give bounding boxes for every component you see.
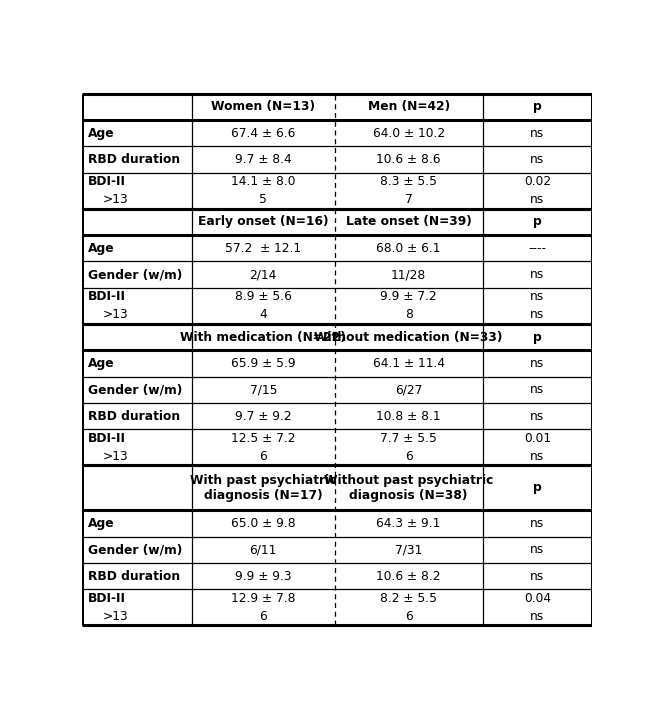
Text: ns: ns xyxy=(530,357,545,370)
Text: RBD duration: RBD duration xyxy=(88,570,180,582)
Text: ns: ns xyxy=(530,517,545,530)
Text: 0.01: 0.01 xyxy=(524,431,551,445)
Text: 8: 8 xyxy=(405,308,413,321)
Text: ns: ns xyxy=(530,127,545,140)
Text: >13: >13 xyxy=(103,308,128,321)
Text: Men (N=42): Men (N=42) xyxy=(368,100,449,113)
Text: RBD duration: RBD duration xyxy=(88,153,180,166)
Text: ns: ns xyxy=(530,570,545,582)
Text: BDI-II: BDI-II xyxy=(88,592,126,605)
Text: 12.5 ± 7.2: 12.5 ± 7.2 xyxy=(231,431,295,445)
Text: p: p xyxy=(533,100,542,113)
Text: Age: Age xyxy=(88,127,115,140)
Text: 6: 6 xyxy=(259,610,267,623)
Text: 0.02: 0.02 xyxy=(524,175,551,188)
Text: ns: ns xyxy=(530,290,545,303)
Text: 7/31: 7/31 xyxy=(395,543,422,556)
Text: BDI-II: BDI-II xyxy=(88,175,126,188)
Text: Without medication (N=33): Without medication (N=33) xyxy=(315,330,503,343)
Text: 8.2 ± 5.5: 8.2 ± 5.5 xyxy=(380,592,437,605)
Text: RBD duration: RBD duration xyxy=(88,409,180,422)
Text: 2/14: 2/14 xyxy=(249,268,277,281)
Text: 65.9 ± 5.9: 65.9 ± 5.9 xyxy=(231,357,295,370)
Text: 57.2  ± 12.1: 57.2 ± 12.1 xyxy=(225,242,301,255)
Text: 14.1 ± 8.0: 14.1 ± 8.0 xyxy=(231,175,295,188)
Text: 11/28: 11/28 xyxy=(391,268,426,281)
Text: ns: ns xyxy=(530,268,545,281)
Text: ns: ns xyxy=(530,450,545,463)
Text: ns: ns xyxy=(530,383,545,396)
Text: With past psychiatric
diagnosis (N=17): With past psychiatric diagnosis (N=17) xyxy=(190,473,336,502)
Text: ns: ns xyxy=(530,409,545,422)
Text: 64.1 ± 11.4: 64.1 ± 11.4 xyxy=(372,357,445,370)
Text: BDI-II: BDI-II xyxy=(88,290,126,303)
Text: 65.0 ± 9.8: 65.0 ± 9.8 xyxy=(231,517,295,530)
Text: 67.4 ± 6.6: 67.4 ± 6.6 xyxy=(231,127,295,140)
Text: ----: ---- xyxy=(528,242,546,255)
Text: 6: 6 xyxy=(259,450,267,463)
Text: 6: 6 xyxy=(405,450,413,463)
Text: >13: >13 xyxy=(103,610,128,623)
Text: 9.9 ± 9.3: 9.9 ± 9.3 xyxy=(235,570,291,582)
Text: 68.0 ± 6.1: 68.0 ± 6.1 xyxy=(376,242,441,255)
Text: Gender (w/m): Gender (w/m) xyxy=(88,268,183,281)
Text: 12.9 ± 7.8: 12.9 ± 7.8 xyxy=(231,592,295,605)
Text: 0.04: 0.04 xyxy=(524,592,551,605)
Text: 6: 6 xyxy=(405,610,413,623)
Text: 64.3 ± 9.1: 64.3 ± 9.1 xyxy=(376,517,441,530)
Text: 9.9 ± 7.2: 9.9 ± 7.2 xyxy=(380,290,437,303)
Text: 10.6 ± 8.6: 10.6 ± 8.6 xyxy=(376,153,441,166)
Text: 64.0 ± 10.2: 64.0 ± 10.2 xyxy=(372,127,445,140)
Text: Women (N=13): Women (N=13) xyxy=(211,100,315,113)
Text: ns: ns xyxy=(530,543,545,556)
Text: 7: 7 xyxy=(405,193,413,206)
Text: 4: 4 xyxy=(259,308,267,321)
Text: With medication (N=22): With medication (N=22) xyxy=(180,330,346,343)
Text: 8.3 ± 5.5: 8.3 ± 5.5 xyxy=(380,175,437,188)
Text: ns: ns xyxy=(530,308,545,321)
Text: >13: >13 xyxy=(103,193,128,206)
Text: 9.7 ± 9.2: 9.7 ± 9.2 xyxy=(235,409,291,422)
Text: 5: 5 xyxy=(259,193,267,206)
Text: 8.9 ± 5.6: 8.9 ± 5.6 xyxy=(235,290,291,303)
Text: 6/27: 6/27 xyxy=(395,383,422,396)
Text: 9.7 ± 8.4: 9.7 ± 8.4 xyxy=(235,153,291,166)
Text: Gender (w/m): Gender (w/m) xyxy=(88,543,183,556)
Text: 10.6 ± 8.2: 10.6 ± 8.2 xyxy=(376,570,441,582)
Text: Age: Age xyxy=(88,357,115,370)
Text: 7.7 ± 5.5: 7.7 ± 5.5 xyxy=(380,431,437,445)
Text: ns: ns xyxy=(530,153,545,166)
Text: p: p xyxy=(533,330,542,343)
Text: 7/15: 7/15 xyxy=(249,383,277,396)
Text: Early onset (N=16): Early onset (N=16) xyxy=(198,216,328,229)
Text: ns: ns xyxy=(530,610,545,623)
Text: p: p xyxy=(533,481,542,494)
Text: ns: ns xyxy=(530,193,545,206)
Text: Without past psychiatric
diagnosis (N=38): Without past psychiatric diagnosis (N=38… xyxy=(324,473,494,502)
Text: Late onset (N=39): Late onset (N=39) xyxy=(345,216,472,229)
Text: 10.8 ± 8.1: 10.8 ± 8.1 xyxy=(376,409,441,422)
Text: Age: Age xyxy=(88,242,115,255)
Text: Age: Age xyxy=(88,517,115,530)
Text: BDI-II: BDI-II xyxy=(88,431,126,445)
Text: p: p xyxy=(533,216,542,229)
Text: 6/11: 6/11 xyxy=(249,543,277,556)
Text: Gender (w/m): Gender (w/m) xyxy=(88,383,183,396)
Text: >13: >13 xyxy=(103,450,128,463)
